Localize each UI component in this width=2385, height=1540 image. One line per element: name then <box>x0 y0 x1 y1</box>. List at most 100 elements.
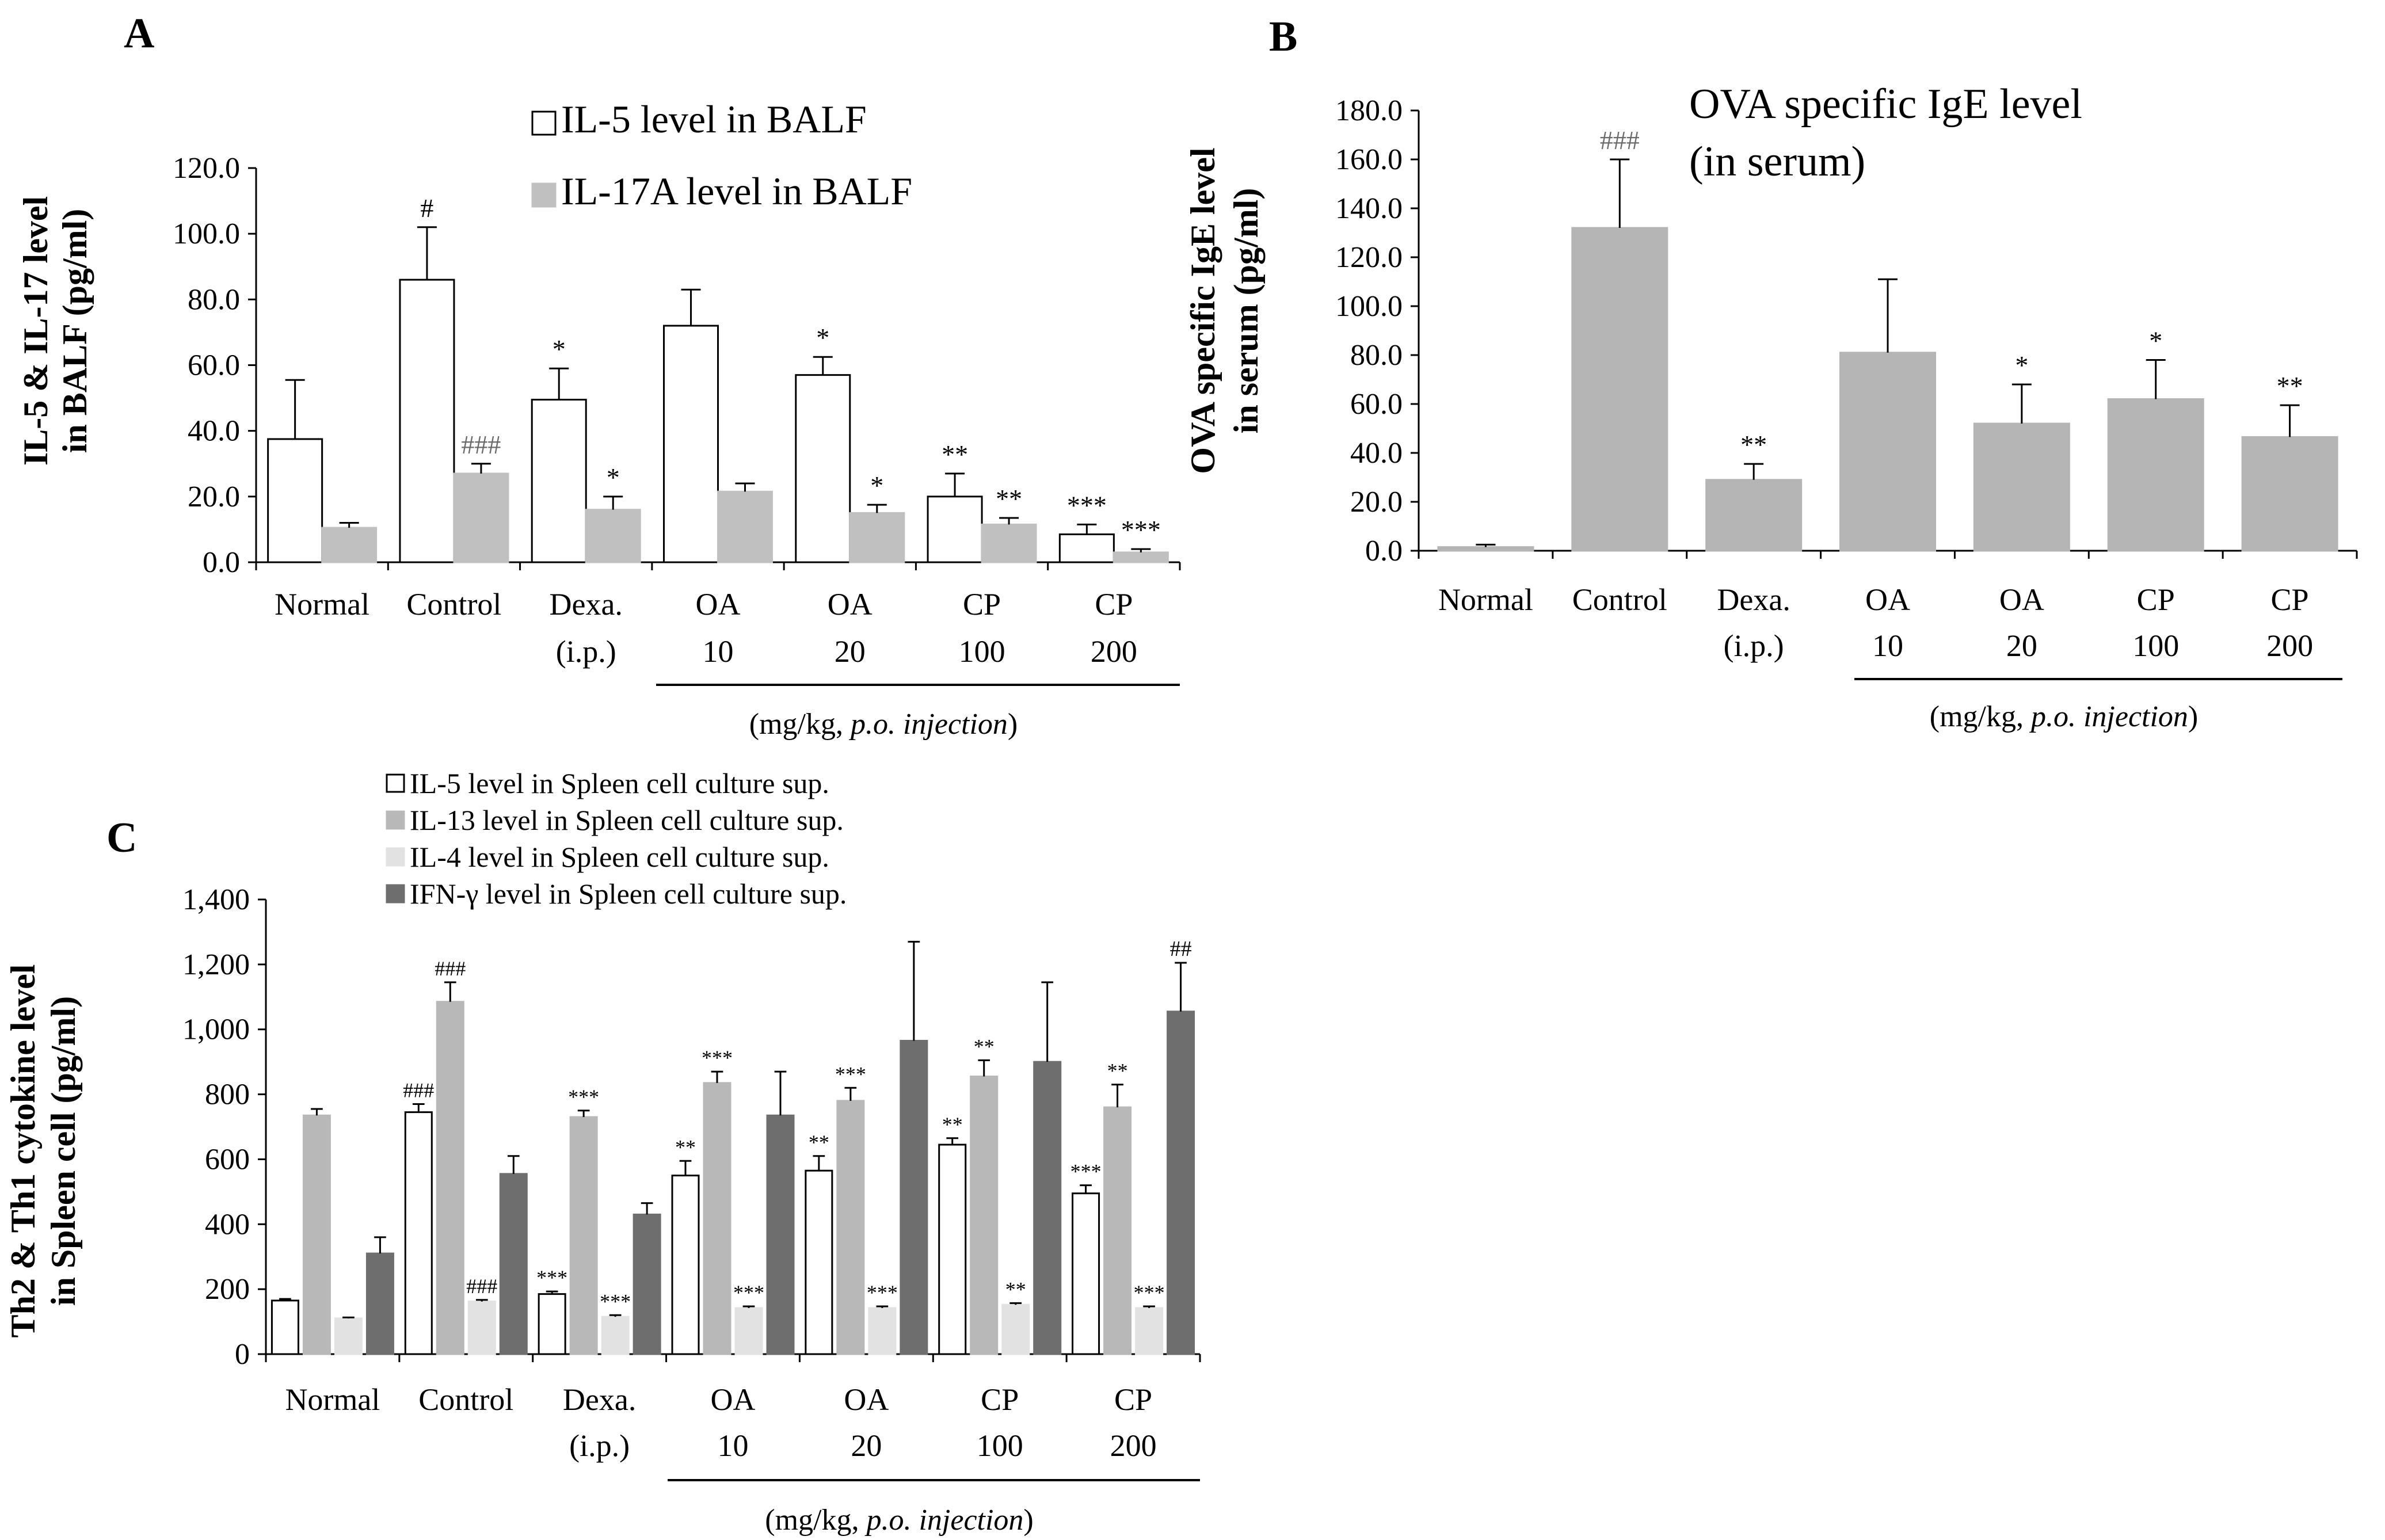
panel-c-category-sublabel: 100 <box>977 1428 1023 1463</box>
panel-c-bar <box>334 1317 363 1355</box>
panel-c-bar <box>633 1213 661 1355</box>
panel-c-y-tick-label: 1,400 <box>182 883 250 916</box>
panel-a-bar <box>531 398 587 563</box>
panel-a-bar <box>663 325 719 563</box>
panel-a-sig-label: * <box>553 334 566 364</box>
panel-c-category-label: OA <box>844 1382 889 1417</box>
panel-b-ylabel-line2: in serum (pg/ml) <box>1227 188 1265 434</box>
panel-a-legend-swatch <box>531 110 557 136</box>
panel-c-sig-label: ### <box>403 1079 434 1102</box>
panel-a-y-tick-label: 120.0 <box>173 152 240 185</box>
panel-c-bar <box>734 1307 763 1355</box>
panel-c-bar <box>467 1301 496 1355</box>
panel-c-legend-swatch <box>386 847 405 867</box>
panel-b-sig-label: ### <box>1600 125 1640 155</box>
panel-a-category-label: CP <box>963 587 1001 622</box>
panel-c-category-label: CP <box>981 1382 1019 1417</box>
panel-b-y-tick-label: 0.0 <box>1365 535 1403 567</box>
panel-label-a: A <box>124 10 154 57</box>
panel-c-legend-label: IL-13 level in Spleen cell culture sup. <box>410 804 844 836</box>
panel-b-bar <box>2107 398 2204 552</box>
panel-c-sig-label: *** <box>1134 1281 1165 1304</box>
panel-c-ylabel-line1: Th2 & Th1 cytokine level <box>4 965 42 1338</box>
panel-c-legend-label: IFN-γ level in Spleen cell culture sup. <box>410 878 847 910</box>
panel-c-sig-label: ** <box>942 1113 963 1136</box>
panel-c-y-tick-label: 600 <box>205 1143 250 1176</box>
panel-a-category-sublabel: 10 <box>703 634 734 669</box>
panel-b-group-note-prefix: (mg/kg, <box>1930 700 2031 733</box>
panel-c-bar <box>270 1299 299 1355</box>
panel-a-legend-label: IL-17A level in BALF <box>561 169 912 213</box>
panel-b-category-label: CP <box>2271 582 2309 617</box>
panel-c-group-note-prefix: (mg/kg, <box>765 1504 866 1537</box>
panel-a-category-label: CP <box>1095 587 1133 622</box>
panel-b-category-label: OA <box>1865 582 1910 617</box>
panel-c-y-tick-label: 800 <box>205 1078 250 1111</box>
panel-c-bar <box>538 1293 566 1355</box>
panel-c-bar <box>900 1039 928 1355</box>
panel-c-legend-label: IL-5 level in Spleen cell culture sup. <box>410 767 829 799</box>
panel-a-bar <box>849 512 905 563</box>
panel-a-group-note: (mg/kg, p.o. injection) <box>749 708 1018 741</box>
panel-a-category-sublabel: (i.p.) <box>556 634 616 669</box>
panel-a-sig-label: *** <box>1121 515 1161 544</box>
panel-c-sig-label: ## <box>1170 937 1192 961</box>
panel-a-sig-label: # <box>420 193 433 223</box>
panel-c-bar <box>970 1076 999 1355</box>
panel-b-bar <box>1437 546 1534 552</box>
panel-c-sig-label: ### <box>466 1275 497 1298</box>
panel-a-category-sublabel: 20 <box>835 634 866 669</box>
panel-a-category-sublabel: 200 <box>1091 634 1137 669</box>
panel-a-bar <box>981 523 1037 563</box>
panel-a-bar <box>795 374 851 563</box>
panel-a-category-sublabel: 100 <box>959 634 1005 669</box>
panel-c-y-tick-label: 1,000 <box>182 1013 250 1046</box>
panel-c-sig-label: *** <box>536 1266 567 1289</box>
panel-b-group-note-italic: p.o. injection <box>2029 700 2188 733</box>
panel-c-bar <box>1033 1061 1062 1355</box>
panel-a-bar <box>1058 533 1115 563</box>
panel-c-chart: Th2 & Th1 cytokine level in Spleen cell … <box>4 767 1201 1537</box>
panel-b-title-line1: OVA specific IgE level <box>1689 81 2082 128</box>
panel-c-bar <box>1103 1106 1132 1355</box>
panel-a-category-label: Normal <box>275 587 369 622</box>
panel-a-y-tick-label: 80.0 <box>188 283 240 316</box>
panel-c-group-note: (mg/kg, p.o. injection) <box>765 1504 1034 1537</box>
panel-c-legend: IL-5 level in Spleen cell culture sup. IL… <box>386 767 847 910</box>
panel-a-sig-label: ### <box>461 430 501 459</box>
panel-b-category-sublabel: (i.p.) <box>1724 628 1784 663</box>
panel-c-bar <box>1167 1011 1195 1355</box>
panel-b-bar <box>1839 352 1936 552</box>
panel-b-sig-label: * <box>2015 350 2028 380</box>
panel-c-sig-label: ** <box>1005 1278 1026 1301</box>
panel-b-group-note: (mg/kg, p.o. injection) <box>1930 700 2199 733</box>
panel-b-bar <box>2241 436 2338 552</box>
panel-a-ylabel-line1: IL-5 & IL-17 level <box>17 196 55 466</box>
panel-c-sig-label: ** <box>974 1035 995 1058</box>
panel-b-sig-label: ** <box>2277 371 2303 401</box>
panel-label-b: B <box>1269 13 1297 60</box>
panel-c-y-tick-label: 400 <box>205 1208 250 1241</box>
panel-c-bar <box>805 1169 833 1355</box>
panel-a-y-tick-label: 40.0 <box>188 415 240 448</box>
panel-a-bar <box>453 472 509 563</box>
panel-c-bar <box>1135 1307 1164 1355</box>
panel-b-title-line2: (in serum) <box>1689 138 1865 185</box>
panel-c-group-note-italic: p.o. injection <box>864 1504 1023 1537</box>
panel-c-sig-label: ** <box>1107 1059 1128 1082</box>
panel-a-legend-label: IL-5 level in BALF <box>561 97 867 141</box>
panel-c-sig-label: *** <box>702 1046 733 1069</box>
panel-a-group-note-prefix: (mg/kg, <box>749 708 851 741</box>
panel-a-bar <box>717 490 773 563</box>
panel-c-category-sublabel: (i.p.) <box>569 1428 630 1463</box>
panel-c-bar <box>499 1173 528 1355</box>
panel-c-category-label: Dexa. <box>563 1382 636 1417</box>
panel-a-y-tick-label: 20.0 <box>188 481 240 513</box>
panel-c-ylabel-line2: in Spleen cell (pg/ml) <box>44 996 82 1306</box>
panel-c-y-tick-label: 0 <box>235 1338 250 1371</box>
panel-b-category-sublabel: 20 <box>2006 628 2037 663</box>
panel-c-bar <box>836 1100 865 1355</box>
panel-c-bar <box>766 1114 795 1355</box>
panel-b-category-label: Dexa. <box>1717 582 1790 617</box>
